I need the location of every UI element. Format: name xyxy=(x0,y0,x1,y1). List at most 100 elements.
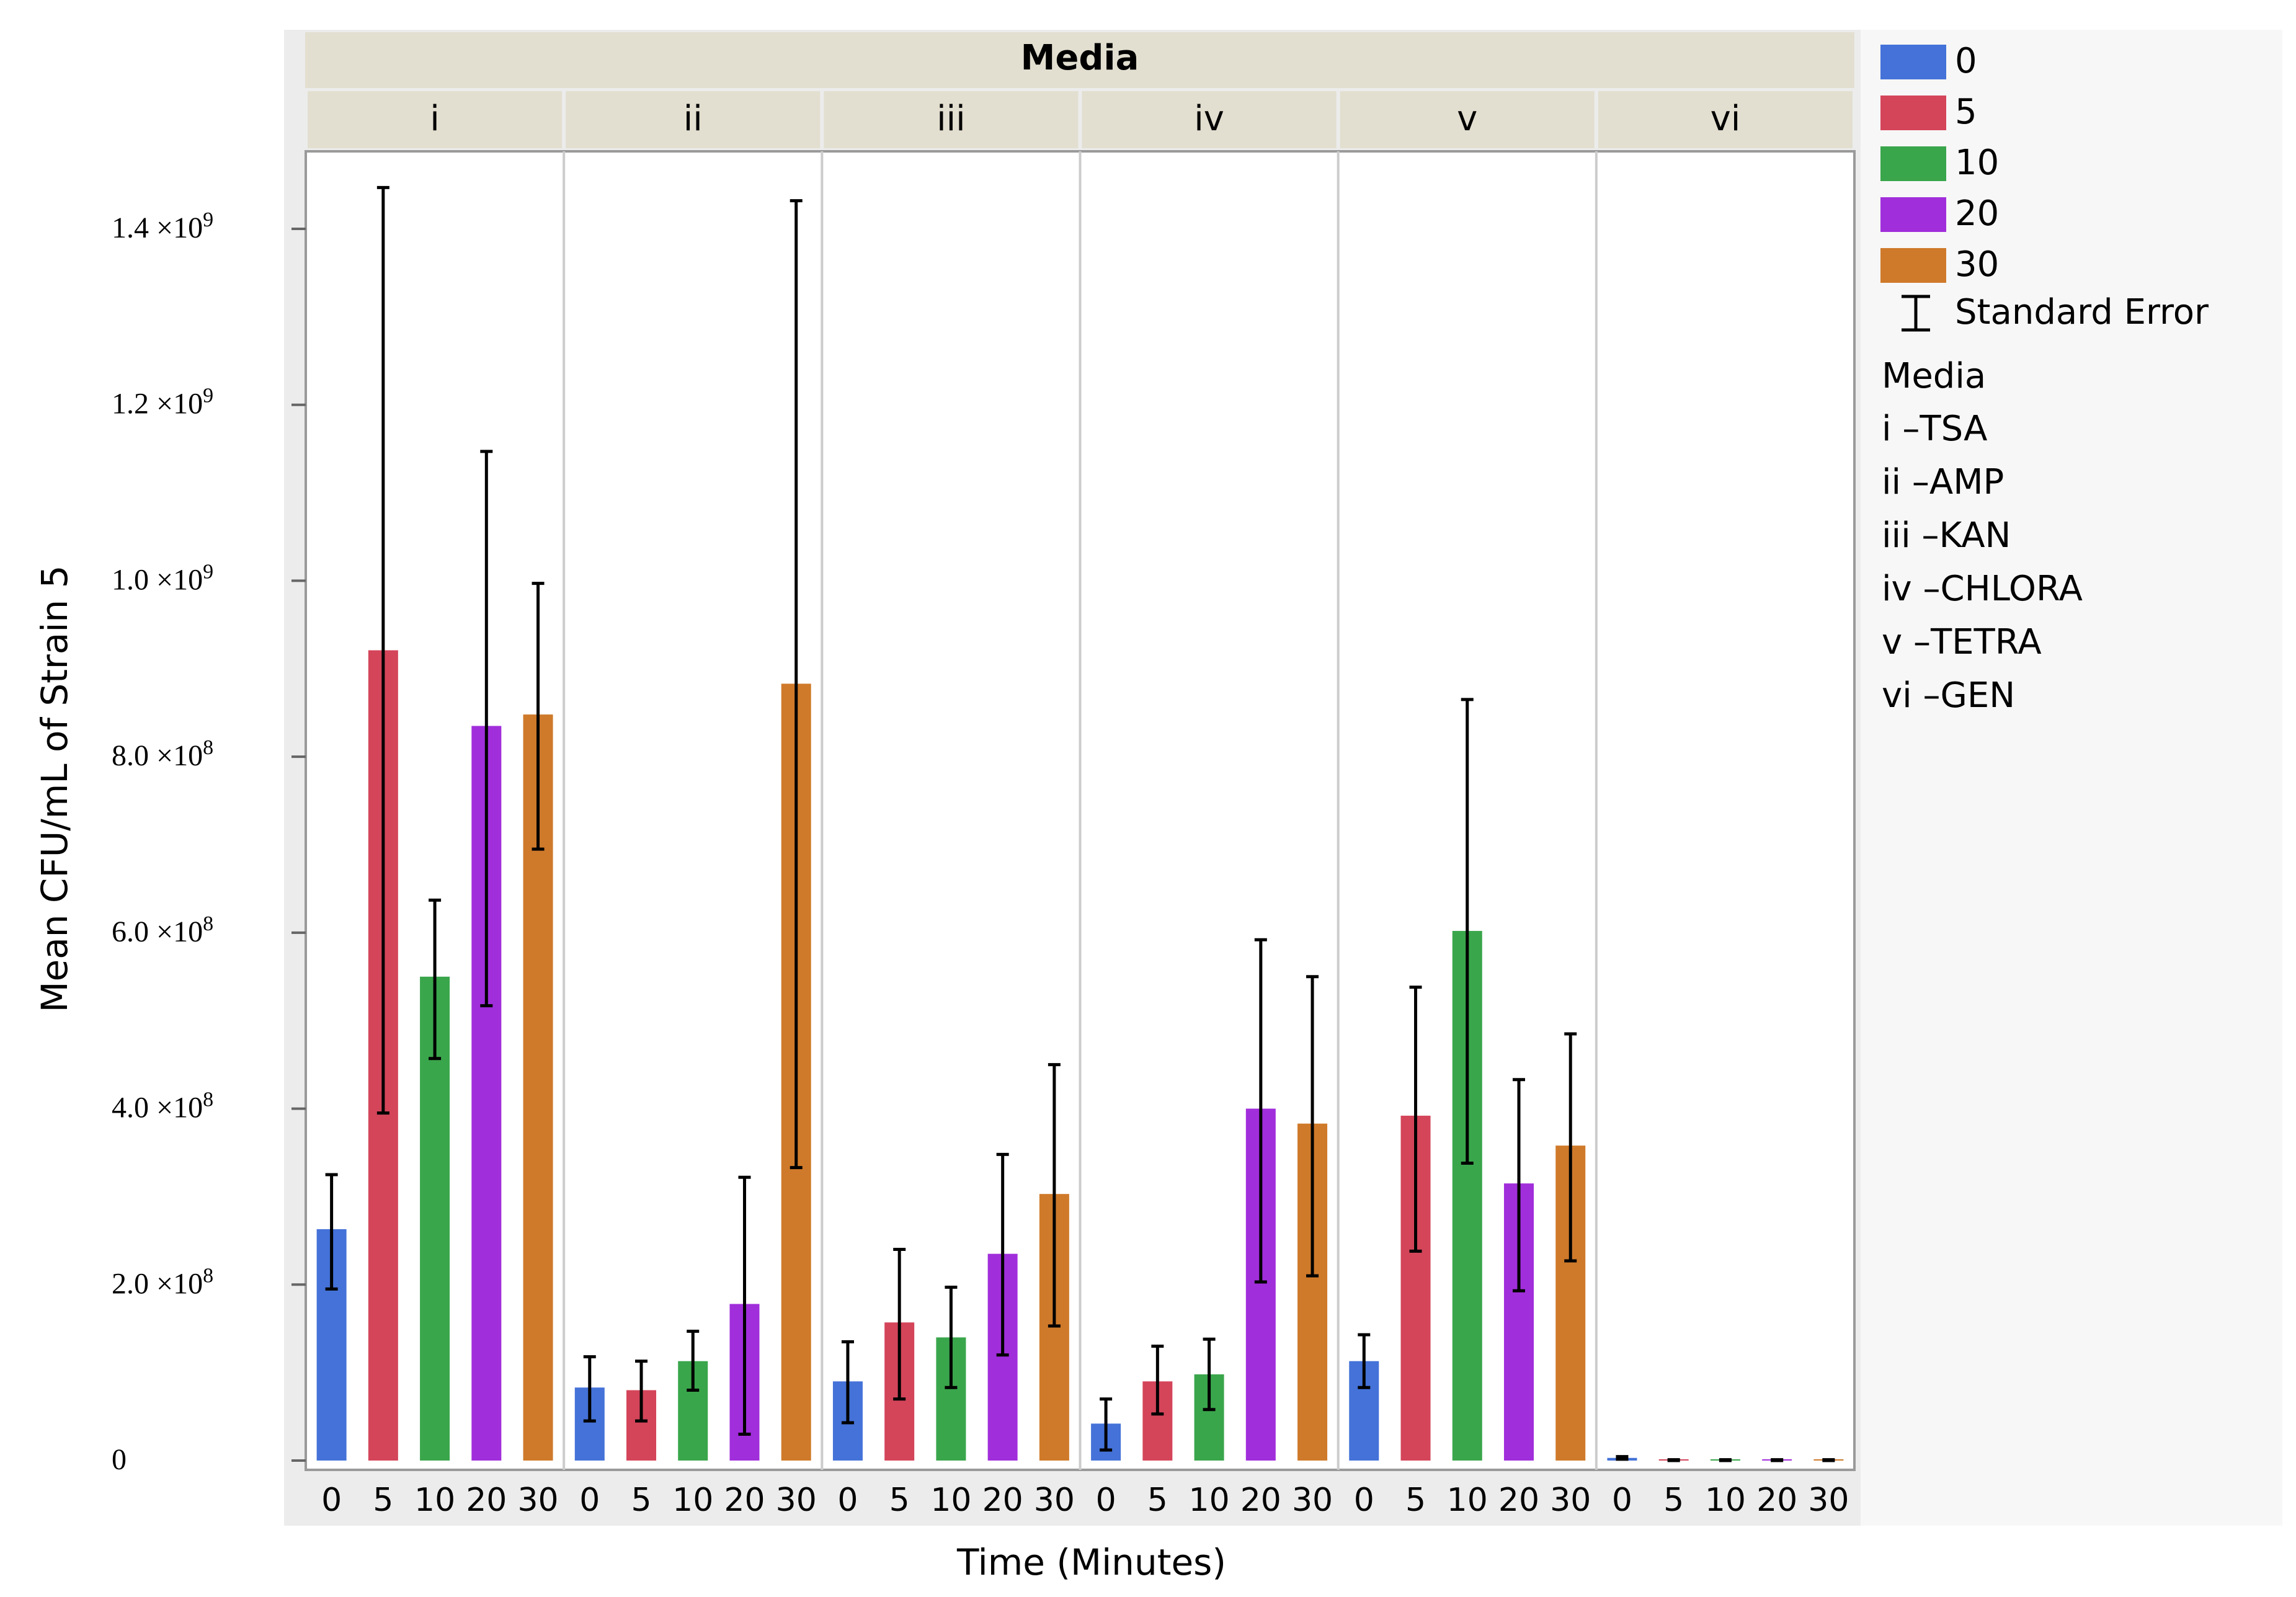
error-bar-i-0 xyxy=(325,1173,338,1291)
error-bar-iv-5 xyxy=(1151,1345,1164,1416)
legend-label-5: 5 xyxy=(1955,92,1977,132)
legend-label-0: 0 xyxy=(1955,41,1977,81)
panel-label-i: i xyxy=(430,99,440,139)
y-tick-label: 6.0 ×108 xyxy=(112,912,213,948)
x-tick-label: 10 xyxy=(1188,1482,1229,1519)
legend-error-label: Standard Error xyxy=(1955,292,2209,332)
panel-label-iv: iv xyxy=(1194,99,1224,139)
error-bar-vi-10 xyxy=(1719,1458,1732,1462)
panel-header-ii xyxy=(566,91,821,148)
error-bar-v-5 xyxy=(1409,985,1422,1253)
x-tick-label: 5 xyxy=(631,1482,651,1519)
y-tick-label: 1.4 ×109 xyxy=(112,208,213,244)
error-bar-iii-10 xyxy=(945,1286,958,1389)
x-tick-label: 20 xyxy=(982,1482,1023,1519)
error-bar-i-20 xyxy=(480,450,493,1008)
x-tick-label: 0 xyxy=(1354,1482,1374,1519)
y-tick-label: 4.0 ×108 xyxy=(112,1088,213,1124)
x-tick-label: 30 xyxy=(1550,1482,1591,1519)
x-tick-label: 5 xyxy=(373,1482,393,1519)
panel-label-ii: ii xyxy=(683,99,703,139)
x-tick-label: 0 xyxy=(321,1482,342,1519)
error-bar-v-20 xyxy=(1512,1078,1525,1292)
legend-media-line: vi –GEN xyxy=(1882,675,2015,716)
legend-media-line: ii –AMP xyxy=(1882,462,2004,502)
error-bar-iii-0 xyxy=(841,1340,854,1425)
panel-label-vi: vi xyxy=(1711,99,1741,139)
x-tick-label: 10 xyxy=(414,1482,455,1519)
panel-header-iii xyxy=(824,91,1079,148)
error-bar-ii-0 xyxy=(583,1355,596,1423)
x-tick-label: 0 xyxy=(1096,1482,1116,1519)
error-bar-iv-20 xyxy=(1254,938,1267,1284)
legend-swatch-5 xyxy=(1880,96,1946,130)
legend-media-title: Media xyxy=(1882,356,1986,396)
x-tick-label: 20 xyxy=(724,1482,765,1519)
x-tick-label: 30 xyxy=(776,1482,817,1519)
error-bar-v-10 xyxy=(1461,698,1474,1165)
x-tick-label: 0 xyxy=(579,1482,600,1519)
x-tick-label: 30 xyxy=(1808,1482,1849,1519)
x-tick-label: 10 xyxy=(672,1482,713,1519)
error-bar-i-30 xyxy=(532,582,545,851)
legend-swatch-10 xyxy=(1880,146,1946,181)
panel-header-i xyxy=(308,91,563,148)
y-tick-label: 0 xyxy=(112,1443,127,1476)
x-tick-label: 0 xyxy=(1612,1482,1632,1519)
error-bar-iii-5 xyxy=(893,1248,906,1401)
legend-label-20: 20 xyxy=(1955,194,1999,234)
error-bar-vi-5 xyxy=(1667,1458,1680,1462)
error-bar-iii-20 xyxy=(996,1152,1009,1357)
x-tick-label: 10 xyxy=(1705,1482,1746,1519)
error-bar-i-10 xyxy=(429,898,442,1061)
error-bar-ii-30 xyxy=(790,199,803,1170)
x-tick-label: 5 xyxy=(889,1482,910,1519)
panel-header-vi xyxy=(1598,91,1853,148)
legend-swatch-30 xyxy=(1880,248,1946,283)
legend-media-line: iii –KAN xyxy=(1882,515,2011,556)
error-bar-vi-0 xyxy=(1616,1455,1629,1461)
error-bar-vi-20 xyxy=(1771,1458,1784,1462)
header-band xyxy=(305,32,1854,88)
y-tick-label: 1.0 ×109 xyxy=(112,560,213,596)
error-bar-iv-10 xyxy=(1203,1337,1216,1412)
error-bar-i-5 xyxy=(376,185,389,1115)
legend-label-10: 10 xyxy=(1955,143,1999,183)
error-bar-ii-5 xyxy=(635,1359,648,1423)
x-tick-label: 30 xyxy=(517,1482,558,1519)
legend-swatch-20 xyxy=(1880,197,1946,232)
panel-label-iii: iii xyxy=(937,99,966,139)
error-bar-vi-30 xyxy=(1822,1458,1835,1462)
x-tick-label: 0 xyxy=(837,1482,858,1519)
y-tick-label: 1.2 ×109 xyxy=(112,385,213,420)
x-tick-label: 5 xyxy=(1663,1482,1684,1519)
error-bar-iv-0 xyxy=(1100,1397,1113,1452)
x-tick-label: 20 xyxy=(1756,1482,1797,1519)
x-tick-label: 30 xyxy=(1292,1482,1333,1519)
x-tick-label: 10 xyxy=(930,1482,971,1519)
legend-swatch-0 xyxy=(1880,45,1946,79)
x-tick-label: 30 xyxy=(1034,1482,1075,1519)
panel-label-v: v xyxy=(1457,99,1477,139)
x-tick-label: 20 xyxy=(466,1482,507,1519)
panel-header-v xyxy=(1340,91,1595,148)
panel-header-iv xyxy=(1082,91,1337,148)
error-bar-ii-20 xyxy=(738,1175,751,1436)
legend-media-line: iv –CHLORA xyxy=(1882,569,2083,609)
legend-error-icon xyxy=(1902,295,1930,332)
legend-media-line: i –TSA xyxy=(1882,409,1987,449)
legend-media-line: v –TETRA xyxy=(1882,622,2042,662)
y-axis-label: Mean CFU/mL of Strain 5 xyxy=(33,565,76,1012)
x-tick-label: 20 xyxy=(1240,1482,1281,1519)
error-bar-iii-30 xyxy=(1048,1063,1061,1328)
x-tick-label: 20 xyxy=(1498,1482,1539,1519)
x-axis-label: Time (Minutes) xyxy=(956,1541,1226,1583)
legend-label-30: 30 xyxy=(1955,244,1999,285)
x-tick-label: 5 xyxy=(1405,1482,1426,1519)
y-tick-label: 2.0 ×108 xyxy=(112,1264,213,1300)
x-tick-label: 5 xyxy=(1147,1482,1168,1519)
y-tick-label: 8.0 ×108 xyxy=(112,736,213,772)
error-bar-ii-10 xyxy=(687,1329,700,1392)
x-tick-label: 10 xyxy=(1447,1482,1488,1519)
